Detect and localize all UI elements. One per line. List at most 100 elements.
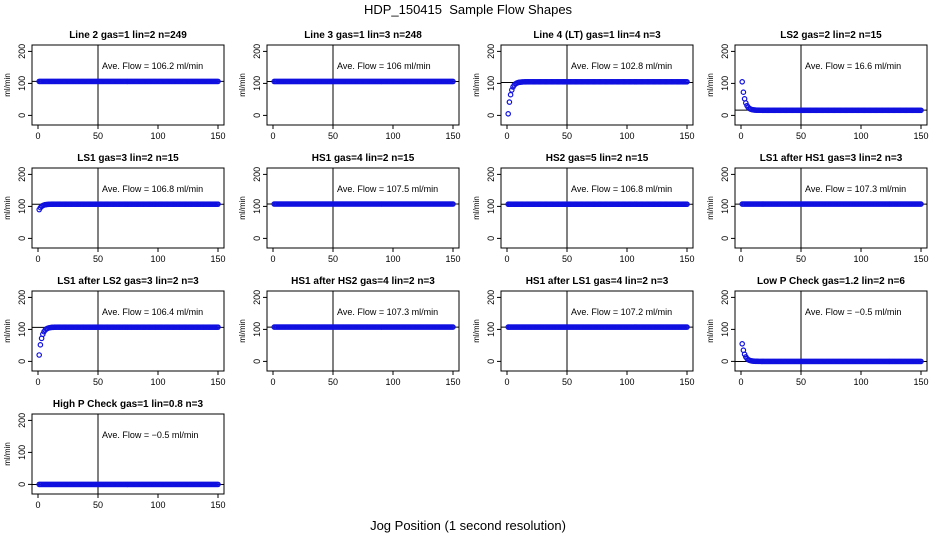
panel-title: LS1 after LS2 gas=3 lin=2 n=3 — [57, 276, 199, 287]
x-tick-label: 150 — [445, 131, 460, 141]
average-flow-annotation: Ave. Flow = −0.5 ml/min — [102, 430, 198, 440]
data-point — [684, 324, 690, 330]
y-tick-label: 0 — [486, 236, 496, 241]
panel-title: HS1 gas=4 lin=2 n=15 — [312, 153, 415, 164]
y-tick-label: 100 — [17, 445, 27, 460]
y-tick-label: 100 — [486, 322, 496, 337]
x-tick-label: 100 — [385, 254, 400, 264]
y-tick-label: 200 — [486, 167, 496, 182]
x-tick-label: 0 — [738, 254, 743, 264]
y-axis-label: ml/min — [472, 319, 481, 343]
y-axis-label: ml/min — [706, 319, 715, 343]
y-axis-label: ml/min — [472, 73, 481, 97]
panel-title: HS2 gas=5 lin=2 n=15 — [546, 153, 649, 164]
data-point — [739, 79, 746, 85]
y-axis-label: ml/min — [3, 442, 12, 466]
y-axis-label: ml/min — [472, 196, 481, 220]
x-tick-label: 50 — [562, 131, 572, 141]
panel-8: LS1 after HS1 gas=3 lin=2 n=3 0 50 100 150 0 1… — [706, 153, 929, 264]
y-tick-label: 0 — [252, 113, 262, 118]
x-axis-title: Jog Position (1 second resolution) — [370, 518, 566, 533]
plot-frame — [734, 167, 928, 249]
data-points — [36, 324, 221, 358]
plot-frame — [266, 290, 460, 372]
data-points — [271, 201, 456, 207]
average-flow-annotation: Ave. Flow = 102.8 ml/min — [571, 61, 672, 71]
data-points — [36, 78, 221, 85]
y-axis-label: ml/min — [706, 196, 715, 220]
panel-12: Low P Check gas=1.2 lin=2 n=6 0 50 100 150 0 1… — [706, 276, 929, 387]
x-tick-label: 50 — [93, 254, 103, 264]
panel-title: HS1 after LS1 gas=4 lin=2 n=3 — [526, 276, 669, 287]
panel-title: Line 3 gas=1 lin=3 n=248 — [304, 30, 422, 41]
y-tick-label: 200 — [252, 167, 262, 182]
plot-frame — [734, 44, 928, 126]
average-flow-annotation: Ave. Flow = 106.4 ml/min — [102, 307, 203, 317]
average-flow-annotation: Ave. Flow = 106.8 ml/min — [102, 184, 203, 194]
data-points — [505, 324, 690, 330]
x-tick-label: 100 — [853, 254, 868, 264]
panel-1: Line 2 gas=1 lin=2 n=249 0 50 100 150 0 100 200… — [3, 30, 226, 141]
y-axis-label: ml/min — [3, 196, 12, 220]
y-tick-label: 100 — [17, 199, 27, 214]
plot-frame — [31, 413, 225, 495]
x-tick-label: 0 — [504, 131, 509, 141]
y-tick-label: 0 — [720, 113, 730, 118]
plot-frame — [734, 290, 928, 372]
x-tick-label: 0 — [738, 377, 743, 387]
panel-6: HS1 gas=4 lin=2 n=15 0 50 100 150 0 100 200 ml/m… — [238, 153, 461, 264]
y-tick-label: 0 — [486, 359, 496, 364]
panel-3: Line 4 (LT) gas=1 lin=4 n=3 0 50 100 150 0 100… — [472, 30, 695, 141]
x-tick-label: 0 — [504, 377, 509, 387]
data-point — [450, 78, 456, 85]
average-flow-annotation: Ave. Flow = 107.3 ml/min — [337, 307, 438, 317]
x-tick-label: 100 — [619, 131, 634, 141]
y-tick-label: 200 — [486, 44, 496, 59]
y-tick-label: 0 — [720, 236, 730, 241]
y-tick-label: 0 — [486, 113, 496, 118]
data-point — [215, 78, 221, 85]
average-flow-annotation: Ave. Flow = 106.2 ml/min — [102, 61, 203, 71]
y-tick-label: 0 — [252, 236, 262, 241]
data-point — [215, 201, 221, 207]
average-flow-annotation: Ave. Flow = 16.6 ml/min — [805, 61, 901, 71]
plot-frame — [500, 44, 694, 126]
x-tick-label: 50 — [93, 377, 103, 387]
panel-title: LS1 gas=3 lin=2 n=15 — [77, 153, 179, 164]
data-point — [918, 107, 924, 114]
y-tick-label: 0 — [17, 359, 27, 364]
panel-title: LS1 after HS1 gas=3 lin=2 n=3 — [760, 153, 903, 164]
data-points — [36, 481, 221, 488]
x-tick-label: 150 — [679, 131, 694, 141]
x-tick-label: 150 — [913, 254, 928, 264]
panel-title: LS2 gas=2 lin=2 n=15 — [780, 30, 882, 41]
plot-frame — [500, 167, 694, 249]
x-tick-label: 100 — [150, 131, 165, 141]
y-tick-label: 100 — [486, 199, 496, 214]
data-point — [450, 324, 456, 330]
y-axis-label: ml/min — [238, 73, 247, 97]
y-tick-label: 0 — [720, 359, 730, 364]
data-points — [505, 79, 690, 117]
plot-frame — [266, 167, 460, 249]
x-tick-label: 150 — [445, 377, 460, 387]
panel-4: LS2 gas=2 lin=2 n=15 0 50 100 150 0 100 200 ml/m… — [706, 30, 929, 141]
x-tick-label: 150 — [913, 131, 928, 141]
x-tick-label: 150 — [210, 500, 225, 510]
data-point — [506, 99, 513, 105]
x-tick-label: 150 — [210, 377, 225, 387]
plot-frame — [31, 290, 225, 372]
x-tick-label: 100 — [150, 254, 165, 264]
x-tick-label: 0 — [504, 254, 509, 264]
y-tick-label: 0 — [17, 236, 27, 241]
data-point — [508, 87, 515, 93]
y-tick-label: 100 — [17, 322, 27, 337]
panel-9: LS1 after LS2 gas=3 lin=2 n=3 0 50 100 150 0 1… — [3, 276, 226, 387]
x-tick-label: 0 — [270, 131, 275, 141]
y-tick-label: 0 — [17, 113, 27, 118]
panel-title: Line 4 (LT) gas=1 lin=4 n=3 — [533, 30, 661, 41]
x-tick-label: 0 — [35, 254, 40, 264]
x-tick-label: 0 — [738, 131, 743, 141]
data-points — [271, 324, 456, 330]
y-tick-label: 200 — [252, 290, 262, 305]
